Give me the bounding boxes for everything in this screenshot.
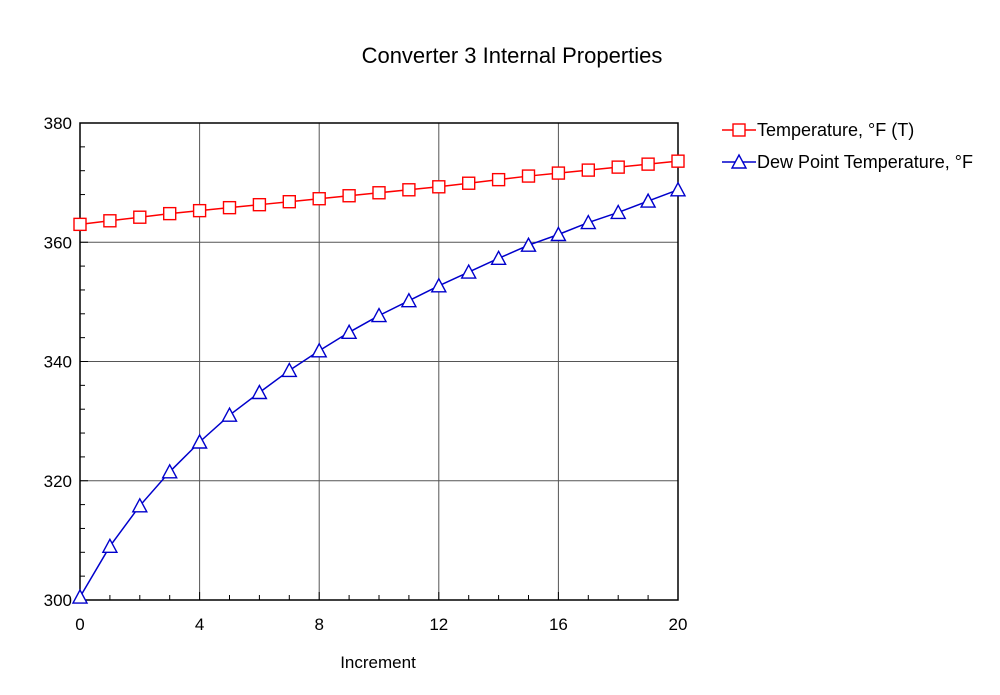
y-tick-label: 380	[44, 114, 72, 133]
series-layer	[71, 154, 687, 604]
data-point	[402, 183, 416, 197]
chart-title: Converter 3 Internal Properties	[362, 43, 663, 68]
data-point	[580, 214, 597, 230]
x-axis-label: Increment	[340, 653, 416, 672]
data-point	[432, 180, 446, 194]
data-point	[311, 342, 328, 358]
y-tick-label: 300	[44, 591, 72, 610]
data-point	[221, 406, 238, 422]
y-tick-label: 360	[44, 233, 72, 252]
data-point	[669, 181, 687, 197]
data-point	[340, 323, 358, 339]
data-point	[191, 433, 208, 449]
x-tick-label: 8	[314, 615, 323, 634]
series-1	[71, 181, 687, 604]
data-point	[460, 263, 477, 279]
data-point	[610, 203, 627, 220]
data-point	[71, 588, 89, 604]
data-point	[639, 192, 657, 208]
data-point	[282, 195, 296, 209]
data-point	[430, 277, 447, 293]
data-point	[550, 226, 567, 242]
data-point	[551, 166, 566, 180]
plot-area	[79, 122, 679, 601]
data-point	[521, 169, 536, 183]
data-point	[462, 176, 476, 190]
data-point	[252, 197, 267, 212]
data-point	[162, 206, 177, 221]
legend-marker	[730, 153, 748, 169]
data-point	[641, 157, 655, 171]
data-point	[372, 186, 386, 200]
legend-marker	[732, 123, 746, 137]
data-point	[671, 154, 685, 168]
data-point	[101, 537, 119, 554]
x-tick-label: 0	[75, 615, 84, 634]
x-tick-label: 20	[669, 615, 688, 634]
data-point	[222, 200, 237, 215]
x-tick-label: 4	[195, 615, 204, 634]
series-line-1	[79, 189, 679, 598]
data-point	[370, 307, 388, 323]
data-point	[192, 203, 207, 218]
y-tick-label: 320	[44, 472, 72, 491]
minor-ticks	[79, 122, 679, 601]
data-point	[133, 210, 147, 224]
data-point	[251, 384, 268, 400]
data-point	[611, 160, 625, 174]
data-point	[131, 497, 148, 513]
data-point	[281, 361, 298, 378]
legend-label: Temperature, °F (T)	[757, 120, 914, 140]
y-tick-label: 340	[44, 353, 72, 372]
data-point	[491, 172, 506, 187]
legend-item-0: Temperature, °F (T)	[722, 120, 914, 140]
data-point	[103, 214, 117, 228]
x-tick-label: 16	[549, 615, 568, 634]
legend-label: Dew Point Temperature, °F	[757, 152, 973, 172]
x-tick-label: 12	[429, 615, 448, 634]
legend-item-1: Dew Point Temperature, °F	[722, 152, 973, 172]
y-axis-ticks: 300 320 340 360 380	[44, 114, 72, 610]
data-point	[342, 189, 356, 203]
series-0	[73, 154, 685, 232]
legend: Temperature, °F (T) Dew Point Temperature…	[722, 120, 973, 172]
data-point	[400, 292, 418, 308]
data-point	[73, 217, 87, 232]
data-point	[520, 236, 537, 252]
data-point	[581, 163, 595, 177]
data-point	[161, 463, 178, 479]
data-point	[312, 192, 326, 206]
data-point	[490, 249, 507, 266]
x-axis-ticks: 0 4 8 12 16 20	[75, 615, 687, 634]
